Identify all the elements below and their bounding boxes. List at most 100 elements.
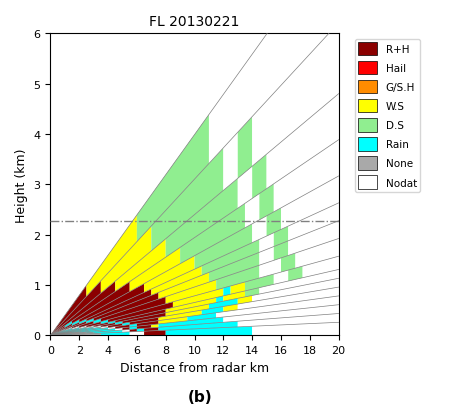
Polygon shape [130, 326, 137, 330]
Polygon shape [216, 296, 339, 318]
Polygon shape [173, 288, 223, 308]
Polygon shape [144, 330, 166, 336]
Polygon shape [79, 284, 144, 322]
Polygon shape [245, 194, 259, 228]
Polygon shape [259, 247, 274, 266]
Polygon shape [115, 239, 166, 292]
Polygon shape [94, 319, 101, 324]
Y-axis label: Height (km): Height (km) [15, 148, 28, 222]
Polygon shape [101, 332, 130, 336]
Polygon shape [216, 296, 223, 303]
Polygon shape [108, 324, 123, 328]
Text: (b): (b) [188, 389, 212, 404]
Polygon shape [130, 324, 137, 327]
Polygon shape [94, 326, 101, 328]
Polygon shape [65, 321, 72, 328]
Polygon shape [180, 204, 245, 264]
Polygon shape [158, 317, 223, 327]
Polygon shape [245, 274, 274, 291]
Polygon shape [108, 327, 115, 330]
Polygon shape [94, 330, 123, 334]
Polygon shape [86, 215, 137, 296]
Polygon shape [86, 289, 151, 321]
Polygon shape [50, 333, 65, 336]
Polygon shape [144, 256, 194, 293]
Polygon shape [151, 324, 158, 328]
Polygon shape [166, 280, 216, 304]
Polygon shape [223, 286, 231, 296]
Polygon shape [115, 309, 166, 323]
Polygon shape [137, 115, 209, 242]
Polygon shape [79, 319, 86, 324]
Polygon shape [209, 298, 238, 309]
Polygon shape [123, 313, 166, 324]
Polygon shape [209, 253, 259, 282]
Polygon shape [151, 149, 223, 251]
Polygon shape [58, 327, 86, 334]
Polygon shape [108, 321, 115, 324]
Polygon shape [101, 323, 115, 327]
Polygon shape [252, 216, 266, 243]
Polygon shape [86, 329, 115, 333]
Polygon shape [274, 226, 288, 247]
Polygon shape [252, 23, 339, 167]
Polygon shape [50, 281, 101, 336]
Polygon shape [101, 297, 166, 322]
Polygon shape [223, 133, 238, 191]
Polygon shape [238, 117, 252, 179]
Title: FL 20130221: FL 20130221 [149, 15, 240, 29]
Polygon shape [72, 282, 130, 324]
Polygon shape [194, 224, 252, 269]
Polygon shape [50, 332, 58, 336]
Polygon shape [288, 266, 303, 281]
Polygon shape [58, 332, 79, 335]
Polygon shape [123, 330, 130, 333]
Polygon shape [231, 282, 245, 294]
Polygon shape [158, 322, 238, 331]
Polygon shape [238, 167, 252, 209]
Polygon shape [274, 241, 288, 261]
Polygon shape [202, 307, 223, 315]
Polygon shape [72, 321, 86, 328]
Polygon shape [259, 184, 274, 220]
Polygon shape [86, 326, 94, 328]
Polygon shape [238, 288, 339, 310]
Polygon shape [72, 326, 79, 330]
Polygon shape [274, 141, 339, 212]
Polygon shape [223, 304, 238, 312]
Polygon shape [281, 254, 296, 273]
Polygon shape [50, 281, 115, 336]
Polygon shape [50, 335, 65, 336]
X-axis label: Distance from radar km: Distance from radar km [120, 361, 269, 374]
Polygon shape [144, 327, 158, 331]
Polygon shape [50, 328, 72, 336]
Polygon shape [166, 179, 238, 258]
Polygon shape [86, 322, 101, 327]
Polygon shape [252, 155, 266, 199]
Polygon shape [50, 334, 58, 336]
Polygon shape [216, 266, 259, 290]
Polygon shape [130, 248, 180, 292]
Polygon shape [79, 321, 94, 328]
Polygon shape [50, 286, 86, 336]
Polygon shape [166, 304, 209, 316]
Polygon shape [65, 322, 79, 330]
Polygon shape [296, 239, 339, 269]
Polygon shape [166, 326, 252, 336]
Polygon shape [245, 288, 259, 297]
Polygon shape [130, 318, 158, 325]
Polygon shape [252, 279, 339, 302]
Polygon shape [188, 313, 216, 321]
Polygon shape [50, 330, 65, 336]
Polygon shape [130, 329, 137, 332]
Polygon shape [130, 331, 144, 336]
Polygon shape [115, 328, 123, 331]
Polygon shape [101, 326, 108, 329]
Polygon shape [72, 327, 101, 333]
Polygon shape [50, 335, 72, 336]
Polygon shape [266, 208, 281, 237]
Polygon shape [62, 332, 86, 335]
Polygon shape [252, 322, 339, 336]
Polygon shape [79, 328, 108, 333]
Polygon shape [50, 335, 62, 336]
